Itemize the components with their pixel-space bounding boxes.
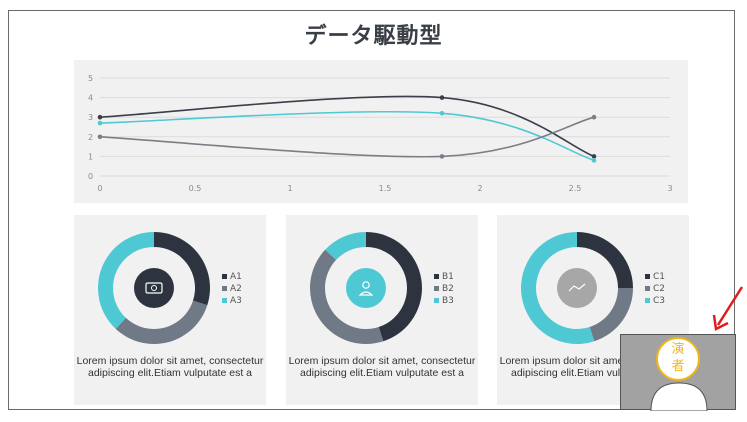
legend-item-b3: B3 [434, 295, 454, 306]
legend-swatch [222, 286, 227, 291]
legend-swatch [222, 274, 227, 279]
speaker-head [656, 337, 700, 381]
x-tick-label: 1 [287, 184, 292, 193]
legend-label: A2 [230, 283, 242, 294]
legend-c: C1 C2 C3 [645, 271, 665, 307]
y-tick-label: 1 [88, 152, 93, 161]
speaker-avatar [650, 337, 708, 411]
donut-slice-b1 [366, 232, 422, 342]
legend-swatch [434, 286, 439, 291]
ticket-icon [145, 282, 163, 294]
x-tick-label: 1.5 [379, 184, 392, 193]
speaker-label-line1: 演 [671, 342, 685, 357]
trend-line-icon-path [568, 283, 586, 292]
series-point [439, 154, 445, 159]
legend-label: B1 [442, 271, 454, 282]
x-tick-label: 0.5 [189, 184, 202, 193]
donut-chart-b [310, 232, 422, 344]
legend-label: A3 [230, 295, 242, 306]
donut-chart-c [521, 232, 633, 344]
legend-label: C3 [653, 295, 666, 306]
donut-slice-a1 [154, 232, 211, 306]
legend-label: C2 [653, 283, 666, 294]
card-text-b: Lorem ipsum dolor sit amet, consectetur … [288, 355, 476, 379]
donut-slice-c1 [577, 232, 633, 288]
legend-a: A1 A2 A3 [222, 271, 242, 307]
line-chart-panel: 0 1 2 3 4 5 0 0.5 1 1.5 2 2.5 3 [74, 60, 688, 203]
speaker-label-line2: 者 [671, 359, 685, 374]
donut-slice-a2 [115, 300, 208, 344]
legend-label: C1 [653, 271, 666, 282]
series-line-2 [99, 110, 595, 162]
legend-b: B1 B2 B3 [434, 271, 454, 307]
x-tick-label: 2.5 [569, 184, 582, 193]
x-tick-label: 3 [667, 184, 672, 193]
legend-item-b1: B1 [434, 271, 454, 282]
series-point [97, 114, 103, 120]
donut-chart-a [98, 232, 211, 344]
y-tick-label: 2 [88, 133, 93, 142]
speaker-label: 演 者 [663, 341, 693, 375]
x-tick-label: 2 [477, 184, 482, 193]
series-point [591, 154, 597, 159]
legend-swatch [645, 274, 650, 279]
donut-slice-a3 [98, 232, 154, 329]
trend-line-icon [568, 283, 586, 292]
donut-center [134, 268, 174, 308]
legend-swatch [645, 286, 650, 291]
slide-title: データ駆動型 [304, 24, 443, 49]
donut-slice-b3 [325, 232, 366, 260]
line-chart: 0 1 2 3 4 5 0 0.5 1 1.5 2 2.5 3 [88, 74, 673, 193]
worker-icon-body [358, 291, 374, 296]
donut-slice-c3 [521, 232, 595, 344]
ticket-icon-dot [151, 285, 157, 291]
series-line-1 [99, 95, 595, 158]
legend-swatch [434, 298, 439, 303]
legend-item-a1: A1 [222, 271, 242, 282]
legend-label: B2 [442, 283, 454, 294]
legend-item-c2: C2 [645, 283, 665, 294]
worker-icon-head [362, 281, 370, 289]
y-tick-label: 0 [88, 172, 93, 181]
legend-swatch [222, 298, 227, 303]
series-point [97, 120, 103, 126]
series-point [439, 110, 445, 116]
series-line-3 [99, 116, 595, 158]
ticket-icon-frame [145, 282, 163, 294]
donut-slice-c2 [589, 288, 633, 342]
red-arrow-icon [712, 286, 744, 331]
series-point [591, 114, 597, 120]
legend-label: B3 [442, 295, 454, 306]
legend-item-b2: B2 [434, 283, 454, 294]
y-tick-label: 5 [88, 74, 93, 83]
legend-swatch [434, 274, 439, 279]
card-text-a: Lorem ipsum dolor sit amet, consectetur … [76, 355, 264, 379]
legend-swatch [645, 298, 650, 303]
y-tick-label: 4 [88, 94, 93, 103]
legend-label: A1 [230, 271, 242, 282]
donut-card-a: A1 A2 A3 Lorem ipsum dolor sit amet, conse… [74, 215, 266, 405]
legend-item-a3: A3 [222, 295, 242, 306]
series-point [591, 158, 597, 163]
donut-card-b: B1 B2 B3 Lorem ipsum dolor sit amet, conse… [286, 215, 478, 405]
legend-item-c3: C3 [645, 295, 665, 306]
speaker-body [650, 382, 708, 411]
x-tick-label: 0 [97, 184, 102, 193]
speaker-video-overlay: 演 者 [620, 334, 736, 411]
series-point [97, 134, 103, 140]
donut-slice-b2 [310, 249, 384, 344]
legend-item-a2: A2 [222, 283, 242, 294]
series-point [439, 95, 445, 100]
worker-icon [358, 281, 374, 296]
y-tick-label: 3 [88, 113, 93, 122]
legend-item-c1: C1 [645, 271, 665, 282]
